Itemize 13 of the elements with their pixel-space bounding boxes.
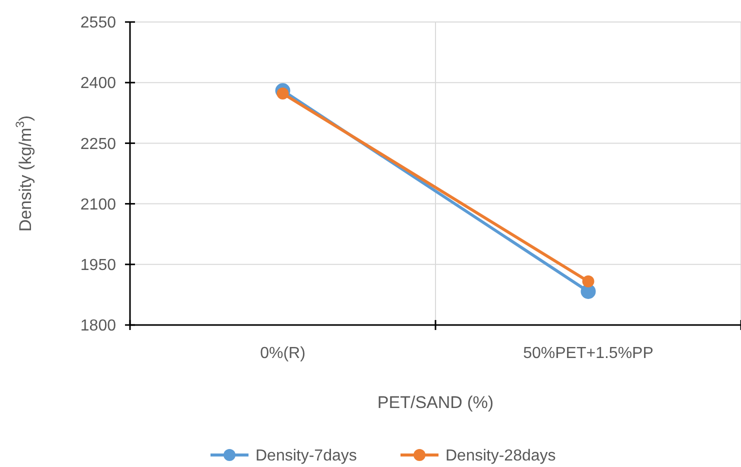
- legend-label: Density-28days: [446, 448, 556, 465]
- y-tick-label: 1950: [80, 257, 116, 274]
- y-tick-label: 1800: [80, 318, 116, 335]
- y-tick-label: 2250: [80, 136, 116, 153]
- x-axis-title: PET/SAND (%): [377, 393, 494, 412]
- point: [582, 275, 594, 288]
- y-tick-label: 2100: [80, 196, 116, 214]
- y-tick-label: 2400: [80, 75, 116, 92]
- x-tick-label: 50%PET+1.5%PP: [523, 345, 654, 362]
- x-tick-label: 0%(R): [260, 345, 306, 362]
- point: [276, 88, 289, 100]
- legend-label: Density-7days: [256, 448, 357, 465]
- y-tick-label: 2550: [80, 14, 116, 32]
